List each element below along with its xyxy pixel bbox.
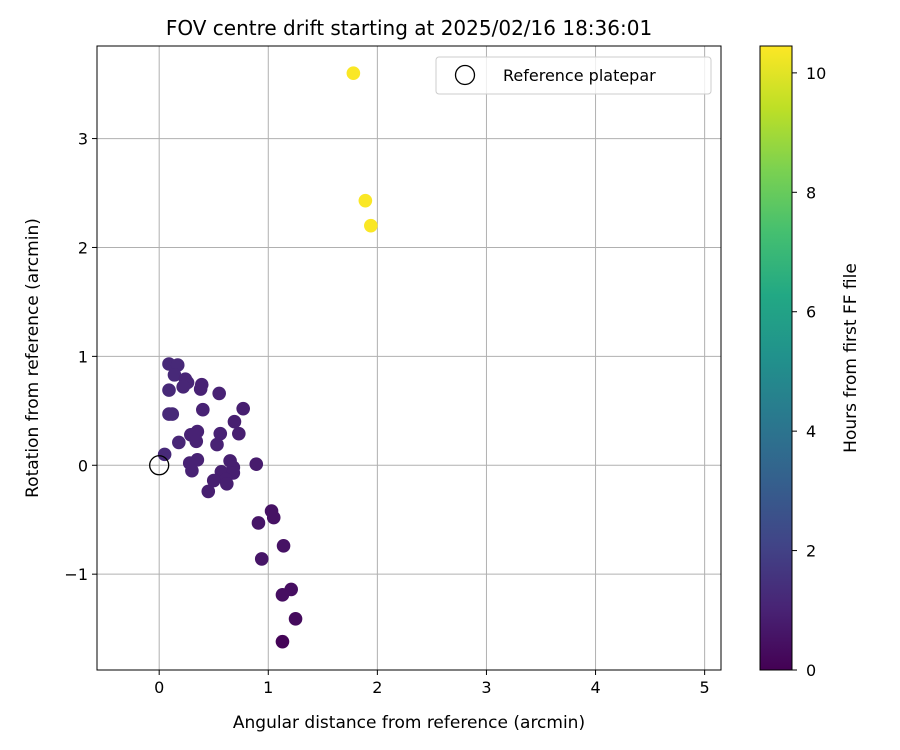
legend: Reference platepar [435,56,712,95]
x-axis-label: Angular distance from reference (arcmin) [233,713,585,733]
chart-title: FOV centre drift starting at 2025/02/16 … [166,16,652,40]
data-point [288,612,303,626]
x-tick-label: 1 [263,678,273,697]
x-tick-label: 4 [590,678,600,697]
data-point [266,510,281,525]
colorbar [759,45,793,671]
data-point [213,426,228,441]
reference-platepar-marker [149,455,170,476]
data-point [172,435,186,450]
data-point [185,463,199,478]
legend-label: Reference platepar [503,66,656,85]
data-point [189,434,204,449]
x-tick-label: 5 [700,678,710,697]
data-point [210,437,224,452]
plot-frame [96,45,722,671]
plot-area [97,46,721,670]
data-point [249,457,264,471]
data-point [251,516,266,530]
x-tick-label: 3 [481,678,491,697]
x-axis-ticks: 0 1 2 3 4 5 [154,670,710,697]
data-point [276,539,291,553]
data-point [358,193,373,208]
data-point [176,380,190,394]
y-tick-label: 0 [78,456,88,475]
x-tick-label: 2 [372,678,382,697]
data-point [165,407,180,421]
data-point [206,473,221,488]
colorbar-tick-label: 10 [806,64,826,83]
x-tick-label: 0 [154,678,164,697]
y-tick-label: 3 [78,130,88,149]
data-point [167,368,182,382]
data-point [275,634,290,649]
data-points [157,66,378,649]
data-point [236,401,250,416]
grid-lines [97,46,721,670]
y-tick-label: 2 [78,238,88,257]
data-point [346,66,361,81]
reference-point [149,455,170,476]
y-tick-label: −1 [64,565,88,584]
data-point [157,447,172,462]
y-axis-label: Rotation from reference (arcmin) [23,218,43,498]
data-point [232,426,246,441]
colorbar-tick-label: 4 [806,422,816,441]
colorbar-tick-label: 8 [806,183,816,202]
data-point [212,386,226,401]
data-point [162,383,176,397]
data-point [227,414,242,429]
colorbar-ticks: 0 2 4 6 8 10 [792,64,826,680]
data-point [196,402,210,417]
y-tick-label: 1 [78,347,88,366]
legend-marker [454,64,476,86]
data-point [254,552,269,566]
data-point [220,476,234,491]
colorbar-tick-label: 2 [806,542,816,561]
data-point [201,484,216,499]
data-point [364,218,378,233]
legend-box [435,56,712,95]
colorbar-tick-label: 6 [806,303,816,322]
colorbar-tick-label: 0 [806,661,816,680]
y-axis-ticks: −1 0 1 2 3 [64,130,97,584]
data-point [193,382,208,396]
data-point [275,588,290,602]
colorbar-label: Hours from first FF file [841,263,861,453]
